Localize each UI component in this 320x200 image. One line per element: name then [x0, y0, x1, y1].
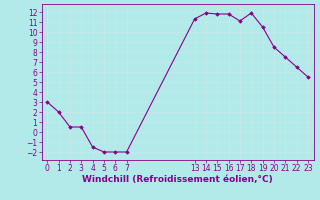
X-axis label: Windchill (Refroidissement éolien,°C): Windchill (Refroidissement éolien,°C): [82, 175, 273, 184]
